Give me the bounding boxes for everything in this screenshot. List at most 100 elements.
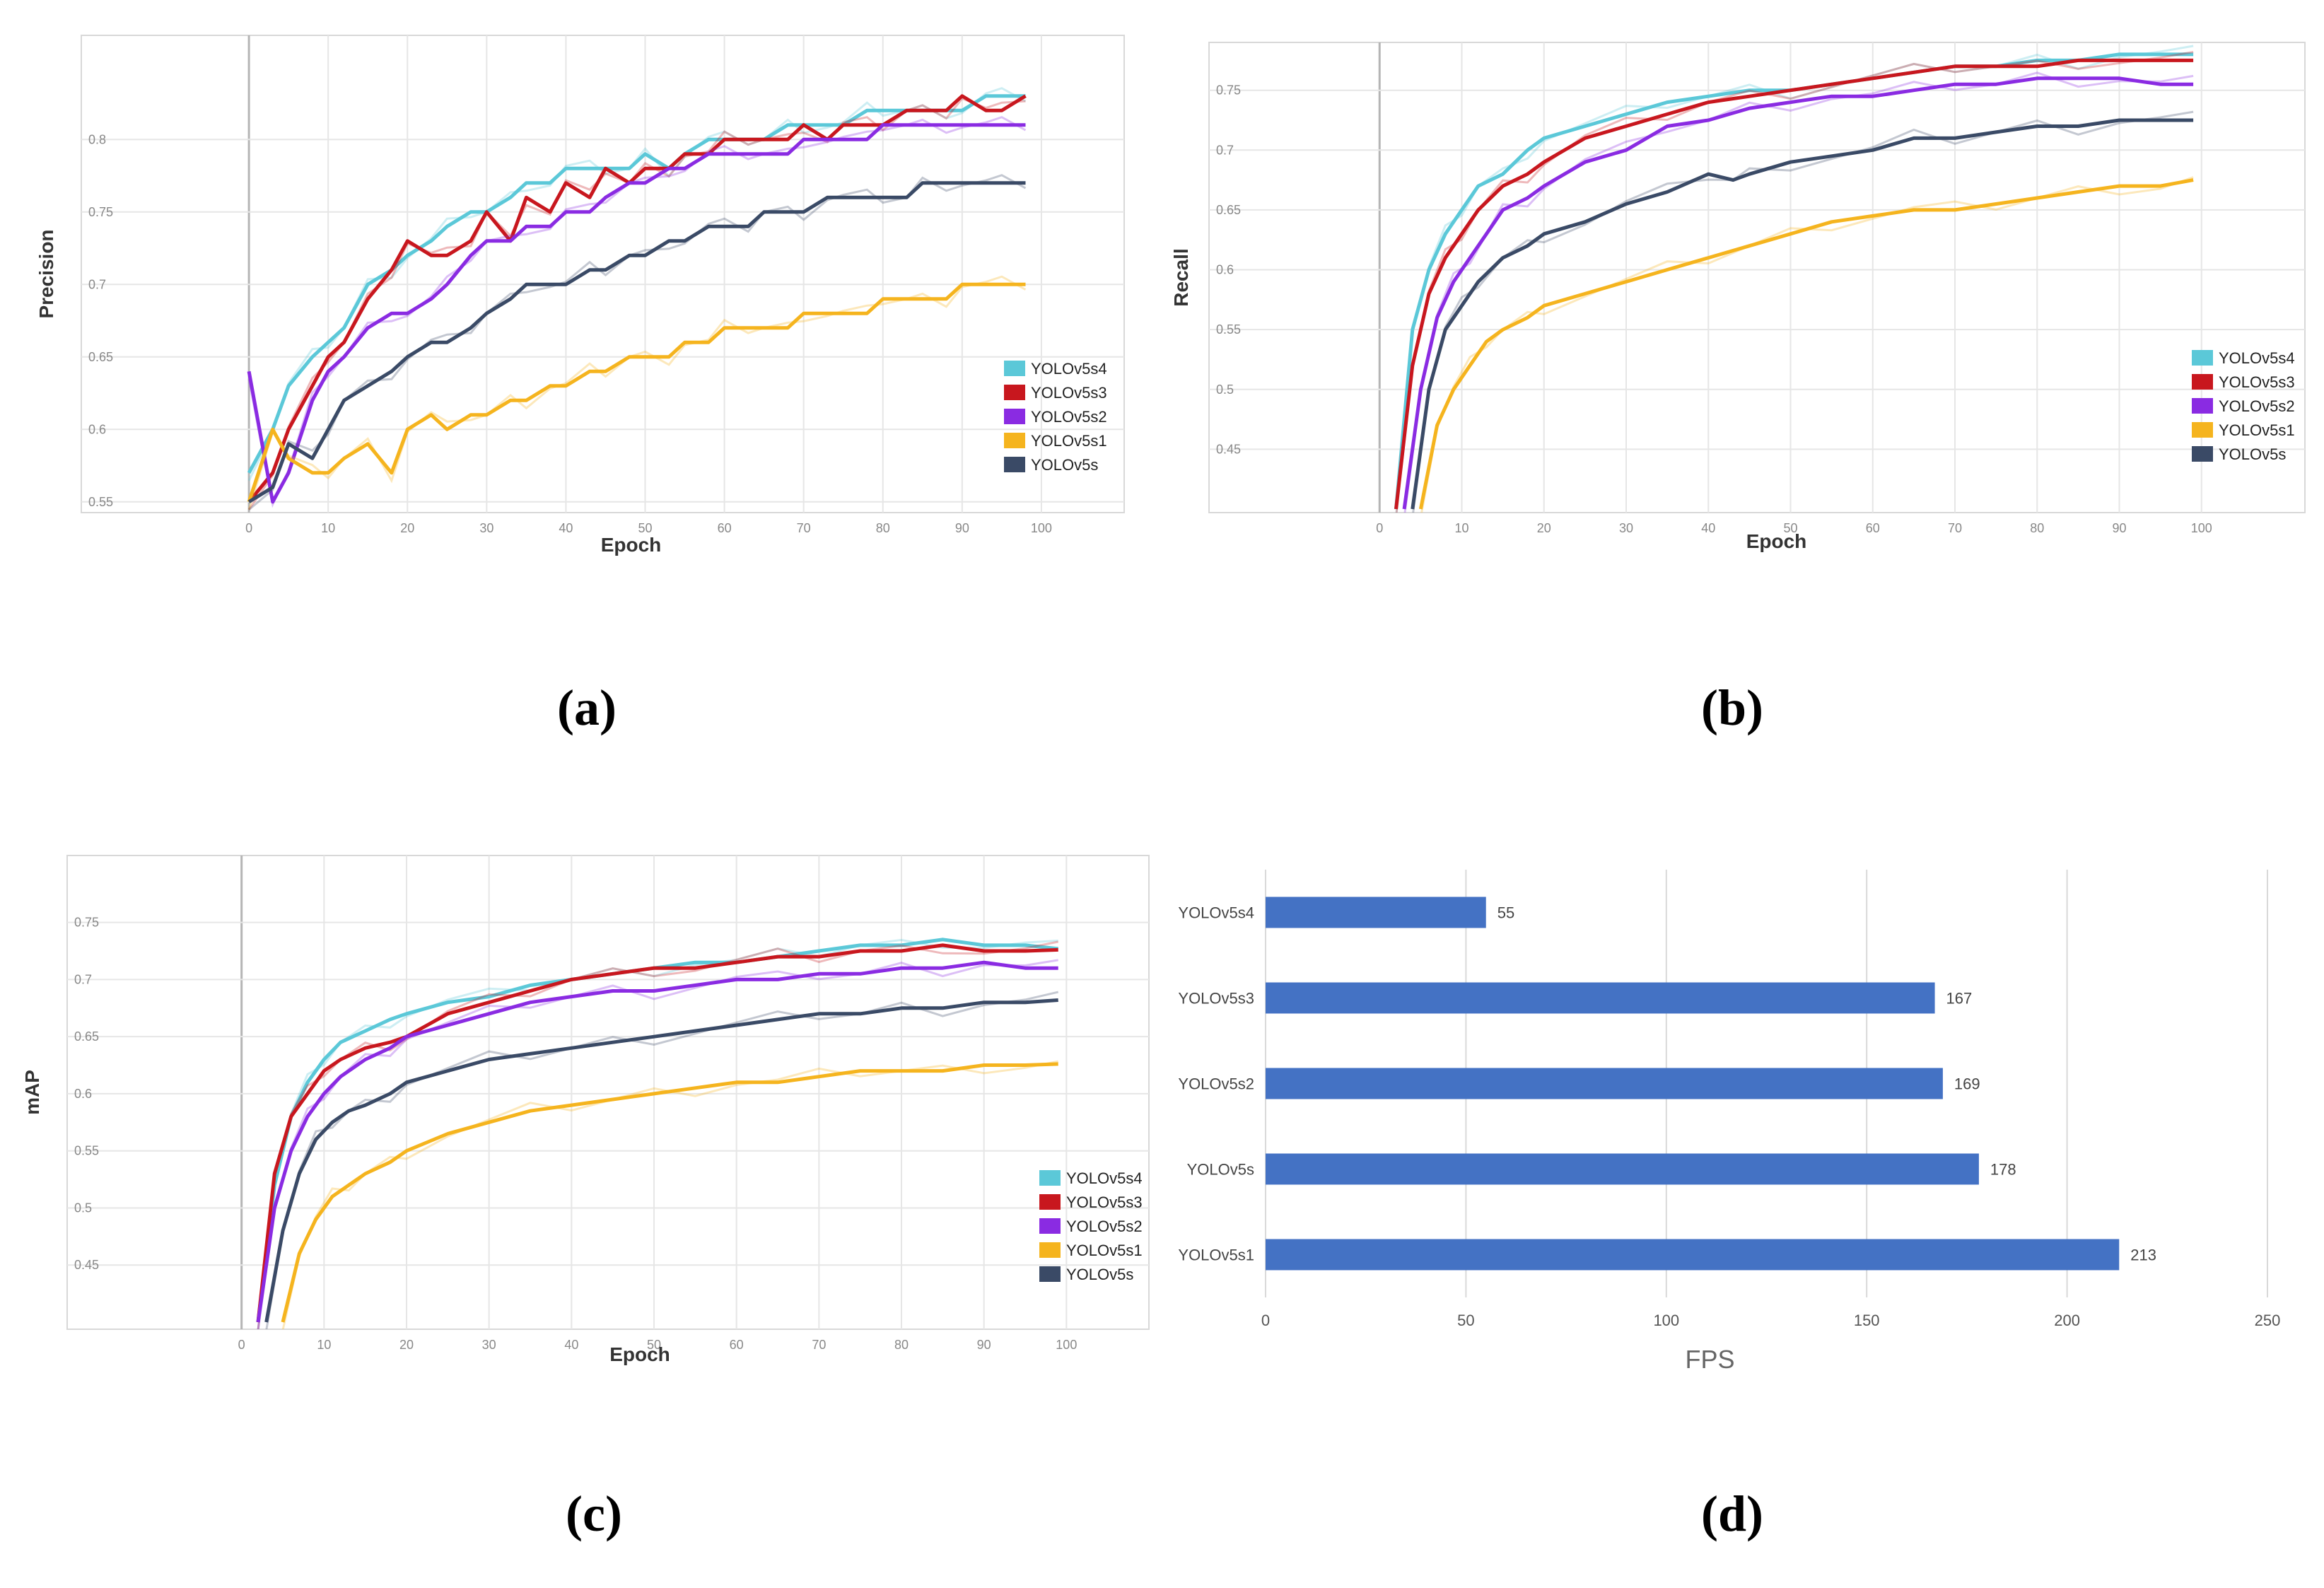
y-tick-label: 0.45 — [74, 1258, 99, 1272]
series-line-YOLOv5s2 — [247, 123, 1026, 504]
legend-swatch — [1004, 433, 1025, 448]
x-tick-label: 80 — [894, 1338, 909, 1352]
legend-swatch — [2192, 350, 2213, 366]
y-tick-label: 0.55 — [74, 1144, 99, 1158]
x-tick-label: 0 — [238, 1338, 245, 1352]
x-axis-label: Epoch — [1746, 530, 1807, 552]
series-line-YOLOv5s — [247, 181, 1026, 503]
recall-chart: 0 10 20 30 40 50 60 70 80 90 100 0.45 0.5 0.55 0.6 0.65… — [1170, 42, 2306, 552]
x-tick-label: 0 — [1261, 1312, 1270, 1329]
caption-c: (c) — [566, 1485, 622, 1542]
x-tick-label: 250 — [2255, 1312, 2281, 1329]
bar-YOLOv5s — [1266, 1153, 1979, 1185]
bar-YOLOv5s2 — [1266, 1068, 1943, 1099]
x-axis-label: Epoch — [601, 534, 662, 556]
x-tick-label: 30 — [479, 521, 494, 535]
bar-YOLOv5s1 — [1266, 1239, 2120, 1271]
y-tick-label: 0.65 — [1216, 203, 1241, 217]
category-label: YOLOv5s3 — [1178, 990, 1254, 1008]
legend-swatch — [1039, 1218, 1061, 1234]
x-tick-label: 60 — [730, 1338, 744, 1352]
y-tick-label: 0.65 — [88, 350, 113, 364]
legend-label: YOLOv5s3 — [1066, 1193, 1143, 1211]
legend-label: YOLOv5s4 — [1066, 1169, 1143, 1187]
x-tick-label: 0 — [245, 521, 252, 535]
fps-bar-chart: 0 50 100 150 200 250 YOLOv5s4 55 YOLOv5s3 167 YOLO… — [1178, 870, 2281, 1374]
x-tick-label: 40 — [559, 521, 573, 535]
y-tick-label: 0.5 — [74, 1201, 92, 1215]
x-tick-label: 40 — [564, 1338, 578, 1352]
series-line-YOLOv5s1 — [1418, 178, 2194, 510]
x-tick-label: 20 — [400, 521, 414, 535]
y-tick-label: 0.75 — [1216, 83, 1241, 98]
y-tick-label: 0.65 — [74, 1029, 99, 1044]
y-axis-label: Precision — [35, 229, 57, 318]
legend-label: YOLOv5s1 — [1066, 1242, 1143, 1259]
chart-panel-d: 0 50 100 150 200 250 YOLOv5s4 55 YOLOv5s3 167 YOLO… — [1160, 806, 2324, 1588]
bar-YOLOv5s4 — [1266, 897, 1486, 928]
x-tick-label: 30 — [1619, 521, 1633, 535]
series-line-YOLOv5s4 — [247, 94, 1026, 474]
x-tick-label: 80 — [2030, 521, 2044, 535]
y-tick-label: 0.7 — [88, 277, 106, 291]
x-tick-label: 90 — [977, 1338, 991, 1352]
legend-swatch — [1039, 1242, 1061, 1258]
y-tick-label: 0.7 — [74, 972, 92, 986]
x-tick-label: 30 — [482, 1338, 496, 1352]
x-tick-label: 50 — [1457, 1312, 1474, 1329]
series-line-YOLOv5s3 — [1394, 58, 2194, 510]
y-tick-label: 0.6 — [74, 1087, 92, 1101]
series-line-YOLOv5s4 — [1394, 52, 2194, 510]
caption-d: (d) — [1701, 1485, 1763, 1542]
series-line-YOLOv5s1 — [281, 1062, 1058, 1323]
series-line-YOLOv5s3 — [256, 943, 1058, 1323]
x-tick-label: 50 — [647, 1338, 661, 1352]
x-tick-label: 100 — [1031, 521, 1052, 535]
legend-swatch — [2192, 374, 2213, 390]
x-tick-label: 10 — [321, 521, 335, 535]
category-label: YOLOv5s4 — [1178, 904, 1254, 922]
legend-label: YOLOv5s4 — [2219, 349, 2295, 367]
legend-label: YOLOv5s2 — [2219, 397, 2295, 415]
y-tick-label: 0.75 — [74, 916, 99, 930]
legend-label: YOLOv5s3 — [1031, 384, 1107, 402]
x-tick-label: 70 — [1948, 521, 1962, 535]
x-tick-label: 100 — [2191, 521, 2212, 535]
series-line-YOLOv5s — [1411, 118, 2194, 510]
series-line-YOLOv5s2 — [256, 960, 1058, 1323]
x-tick-label: 50 — [1783, 521, 1797, 535]
y-axis-label: Recall — [1170, 248, 1192, 307]
precision-chart: 0 10 20 30 40 50 60 70 80 90 100 0.55 0.6 0.65 0.7 0.75… — [35, 35, 1125, 556]
chart-panel-b: 0 10 20 30 40 50 60 70 80 90 100 0.45 0.5 0.55 0.6 0.65… — [1160, 0, 2324, 778]
y-axis-label: mAP — [21, 1070, 43, 1115]
legend-swatch — [2192, 422, 2213, 438]
legend-label: YOLOv5s1 — [2219, 421, 2295, 439]
x-tick-label: 10 — [317, 1338, 331, 1352]
x-tick-label: 90 — [2112, 521, 2126, 535]
y-tick-label: 0.6 — [1216, 263, 1234, 277]
x-tick-label: 80 — [876, 521, 890, 535]
caption-a: (a) — [557, 679, 617, 736]
map-chart: 0 10 20 30 40 50 60 70 80 90 100 0.45 0.5 0.55 0.6 0.65… — [21, 855, 1150, 1365]
x-axis-label: FPS — [1685, 1345, 1734, 1374]
x-tick-label: 100 — [1056, 1338, 1077, 1352]
legend-swatch — [1039, 1266, 1061, 1282]
y-tick-label: 0.45 — [1216, 442, 1241, 456]
legend-swatch — [2192, 398, 2213, 414]
x-tick-label: 20 — [399, 1338, 414, 1352]
legend-label: YOLOv5s4 — [1031, 360, 1107, 378]
x-tick-label: 90 — [955, 521, 969, 535]
plot-frame — [81, 35, 1125, 513]
plot-frame — [1208, 42, 2306, 513]
x-tick-label: 60 — [718, 521, 732, 535]
data-label: 213 — [2130, 1247, 2156, 1264]
x-tick-label: 100 — [1653, 1312, 1679, 1329]
chart-panel-c: 0 10 20 30 40 50 60 70 80 90 100 0.45 0.5 0.55 0.6 0.65… — [0, 806, 1160, 1588]
x-axis-label: Epoch — [609, 1343, 670, 1365]
caption-b: (b) — [1701, 679, 1763, 736]
x-tick-label: 60 — [1866, 521, 1880, 535]
series-line-YOLOv5s — [264, 998, 1058, 1323]
legend-swatch — [2192, 446, 2213, 462]
data-label: 167 — [1946, 990, 1973, 1008]
x-tick-label: 200 — [2054, 1312, 2080, 1329]
